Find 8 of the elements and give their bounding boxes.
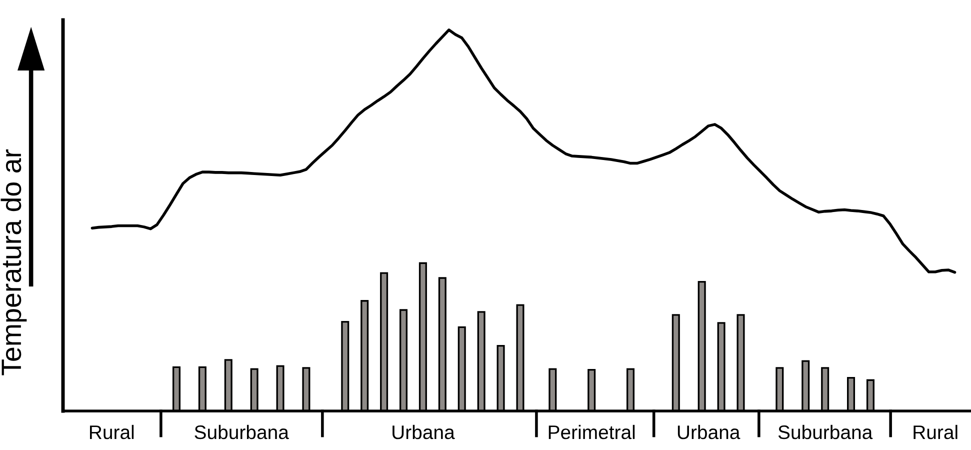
x-tick-label: Urbana (392, 424, 455, 440)
x-tick-label: Suburbana (778, 424, 873, 440)
x-tick-label: Urbana (678, 424, 740, 440)
y-axis-title: Temperatura do ar (0, 149, 27, 376)
x-tick-label: Suburbana (194, 424, 289, 440)
x-tick-label: Perimetral (548, 424, 635, 440)
x-tick-label: Rural (914, 424, 958, 440)
x-tick-label: Rural (90, 424, 134, 440)
